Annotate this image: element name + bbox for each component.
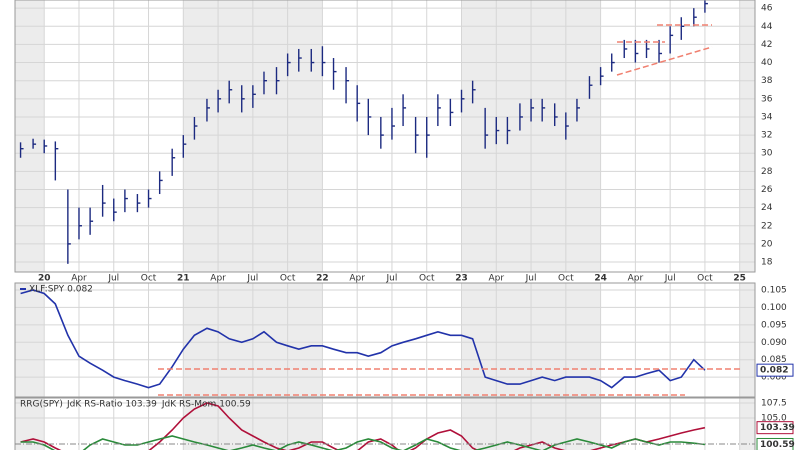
year-band (15, 0, 45, 272)
labels: 20 Apr Jul Oct 21 Apr Jul Oct 22 Apr Jul Oct 23 Apr Ju… (20, 4, 795, 450)
panel-borders (14, 0, 756, 450)
legend-name: JdK RS-Ratio (66, 400, 123, 410)
value-tag (756, 363, 794, 377)
y-tick-label: 26 (761, 185, 773, 195)
y-tick-label: 46 (761, 4, 773, 14)
y-tick-label: 28 (761, 167, 773, 177)
support-line (616, 46, 713, 76)
y-tick-label: 36 (761, 94, 773, 104)
legend-name: JdK RS-Mom (161, 400, 216, 410)
year-band (15, 283, 45, 397)
legend-title: RRG(SPY) (20, 400, 63, 410)
price-border (14, 0, 756, 273)
grid (15, 0, 755, 450)
y-tick-label: 44 (761, 22, 773, 32)
series-line (20, 402, 706, 450)
rrg-border (14, 397, 756, 450)
value-tag (756, 437, 794, 450)
x-tick-label: Apr (210, 274, 226, 284)
x-tick-label: 23 (455, 274, 468, 284)
price-panel (15, 0, 755, 272)
y-tick-label: 0.095 (761, 320, 787, 330)
y-tick-label: 0.085 (761, 355, 787, 365)
x-tick-label: Apr (488, 274, 504, 284)
x-tick-label: Oct (141, 274, 157, 284)
y-tick-label: 0.080 (761, 373, 787, 383)
legend-name: XLF:SPY (29, 285, 65, 295)
y-tick-label: 38 (761, 76, 773, 86)
y-tick-label: 30 (761, 149, 773, 159)
year-band (739, 398, 755, 450)
x-tick-label: Jul (246, 274, 258, 284)
x-tick-label: Jul (386, 274, 398, 284)
series-line (20, 289, 706, 389)
legend-value: 103.39 (125, 400, 157, 410)
x-tick-label: Jul (664, 274, 676, 284)
x-tick-label: Oct (558, 274, 574, 284)
y-tick-label: 40 (761, 58, 773, 68)
x-tick-label: Oct (280, 274, 296, 284)
trendlines (158, 24, 740, 396)
y-tick-label: 42 (761, 40, 772, 50)
x-tick-label: Apr (349, 274, 365, 284)
x-tick-label: 24 (594, 274, 607, 284)
x-tick-label: Apr (628, 274, 644, 284)
x-tick-label: Oct (697, 274, 713, 284)
x-tick-label: 21 (177, 274, 190, 284)
x-tick-label: 25 (733, 274, 746, 284)
x-tick-label: 22 (316, 274, 329, 284)
y-tick-label: 20 (761, 239, 773, 249)
y-tick-label: 0.090 (761, 338, 787, 348)
value-tag (756, 421, 794, 435)
year-band (739, 283, 755, 397)
y-tick-label: 22 (761, 221, 772, 231)
x-tick-label: Apr (71, 274, 87, 284)
y-tick-label: 18 (761, 258, 773, 268)
y-tick-label: 0.105 (761, 285, 787, 295)
rs-border (14, 282, 756, 398)
year-band (739, 0, 755, 272)
value-tag-label: 103.39 (760, 423, 795, 433)
legend-value: 100.59 (219, 400, 251, 410)
y-tick-label: 34 (761, 112, 773, 122)
legend-value: 0.082 (67, 285, 93, 295)
marks (19, 0, 708, 450)
x-tick-label: Jul (525, 274, 537, 284)
y-tick-label: 105.0 (761, 413, 787, 423)
value-tag-label: 100.59 (760, 440, 795, 450)
y-tick-label: 0.100 (761, 303, 787, 313)
y-tick-label: 32 (761, 131, 772, 141)
x-tick-label: Oct (419, 274, 435, 284)
x-tick-label: 20 (38, 274, 51, 284)
y-tick-label: 107.5 (761, 398, 787, 408)
y-tick-label: 24 (761, 203, 773, 213)
x-tick-label: Jul (107, 274, 119, 284)
value-tag-label: 0.082 (760, 366, 788, 376)
series-line (20, 435, 705, 450)
